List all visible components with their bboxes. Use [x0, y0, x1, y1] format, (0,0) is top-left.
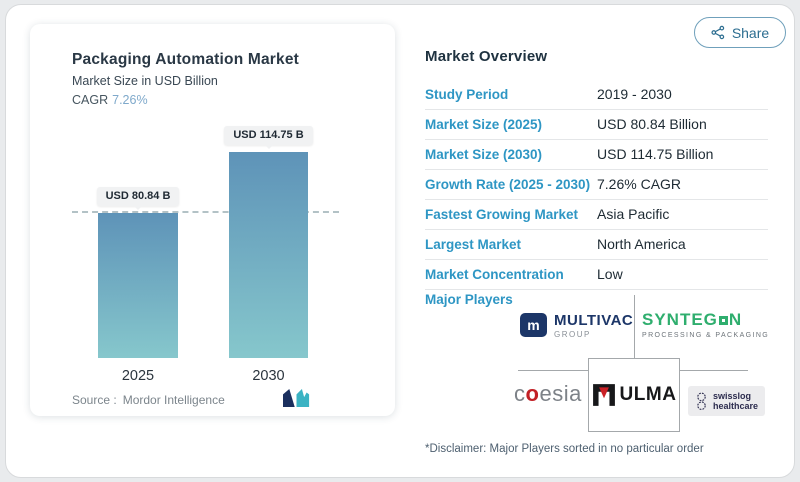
syntegon-name-prefix: SYNTEG	[642, 310, 718, 329]
multivac-name: MULTIVAC	[554, 312, 634, 329]
share-button[interactable]: Share	[694, 17, 786, 48]
mordor-intelligence-logo-icon	[283, 389, 310, 407]
row-value: USD 80.84 Billion	[597, 116, 707, 132]
row-label: Fastest Growing Market	[425, 206, 579, 222]
source-label: Source :	[72, 393, 117, 407]
swisslog-line2: healthcare	[713, 401, 759, 411]
row-value: Low	[597, 266, 623, 282]
x-axis-label-2025: 2025	[121, 368, 155, 384]
chart-panel: Packaging Automation Market Market Size …	[30, 24, 395, 416]
row-value: 2019 - 2030	[597, 86, 672, 102]
row-label: Market Concentration	[425, 266, 564, 282]
bar-2025[interactable]	[98, 213, 178, 358]
disclaimer-text: *Disclaimer: Major Players sorted in no …	[425, 443, 704, 455]
swisslog-line1: swisslog	[713, 391, 752, 401]
x-axis-label-2030: 2030	[252, 368, 285, 384]
syntegon-tagline: PROCESSING & PACKAGING	[642, 332, 770, 339]
cagr-line: CAGR 7.26%	[72, 93, 148, 107]
bar-value-label-2025: USD 80.84 B	[96, 187, 180, 210]
row-label: Market Size (2025)	[425, 116, 543, 132]
row-label: Largest Market	[425, 236, 522, 252]
multivac-logo: m MULTIVAC GROUP	[520, 313, 633, 339]
overview-title: Market Overview	[425, 48, 548, 65]
major-players-label: Major Players	[425, 292, 513, 307]
table-row: Largest Market North America	[425, 230, 768, 260]
bar-group-2025: USD 80.84 B	[96, 187, 180, 358]
share-label: Share	[731, 24, 770, 41]
table-row: Market Concentration Low	[425, 260, 768, 290]
table-row: Study Period 2019 - 2030	[425, 80, 768, 110]
row-label: Growth Rate (2025 - 2030)	[425, 176, 591, 192]
table-row: Fastest Growing Market Asia Pacific	[425, 200, 768, 230]
source-value: Mordor Intelligence	[122, 393, 225, 407]
multivac-monogram-icon: m	[520, 313, 547, 337]
row-label: Study Period	[425, 86, 509, 102]
row-label: Market Size (2030)	[425, 146, 543, 162]
cagr-value: 7.26%	[112, 93, 148, 107]
share-icon	[711, 25, 725, 40]
syntegon-logo: SYNTEG N PROCESSING & PACKAGING	[642, 311, 770, 340]
bar-value-label-2030: USD 114.75 B	[224, 126, 313, 149]
reference-dashed-line	[72, 211, 339, 213]
row-value: USD 114.75 Billion	[597, 146, 714, 162]
swisslog-healthcare-logo: swisslog healthcare	[688, 386, 766, 416]
table-row: Growth Rate (2025 - 2030) 7.26% CAGR	[425, 170, 768, 200]
source-attribution: Source : Mordor Intelligence	[72, 393, 225, 407]
chart-subtitle: Market Size in USD Billion	[72, 74, 218, 88]
coesia-prefix: c	[514, 381, 526, 406]
syntegon-square-o-icon	[718, 315, 728, 325]
chart-title: Packaging Automation Market	[72, 51, 300, 68]
syntegon-name-suffix: N	[728, 310, 743, 329]
row-value: Asia Pacific	[597, 206, 670, 222]
player-divider-horizontal-right	[680, 370, 748, 371]
syntegon-name: SYNTEG N	[642, 311, 769, 329]
bar-2030[interactable]	[229, 152, 308, 358]
bar-group-2030: USD 114.75 B	[224, 126, 313, 358]
coesia-suffix: esia	[539, 381, 582, 406]
coesia-accent-o: o	[525, 381, 540, 406]
multivac-tagline: GROUP	[554, 330, 591, 339]
ulma-logo: ULMA	[588, 358, 680, 432]
table-row: Market Size (2030) USD 114.75 Billion	[425, 140, 768, 170]
swisslog-icon	[697, 392, 706, 410]
player-divider-vertical	[634, 295, 635, 358]
player-divider-horizontal-left	[518, 370, 588, 371]
table-row: Market Size (2025) USD 80.84 Billion	[425, 110, 768, 140]
coesia-logo: coesia	[514, 381, 582, 407]
row-value: 7.26% CAGR	[597, 176, 682, 192]
row-value: North America	[597, 236, 686, 252]
ulma-shield-icon	[592, 384, 615, 406]
cagr-label: CAGR	[72, 93, 109, 107]
ulma-name: ULMA	[619, 384, 677, 405]
overview-table: Study Period 2019 - 2030 Market Size (20…	[425, 80, 768, 290]
